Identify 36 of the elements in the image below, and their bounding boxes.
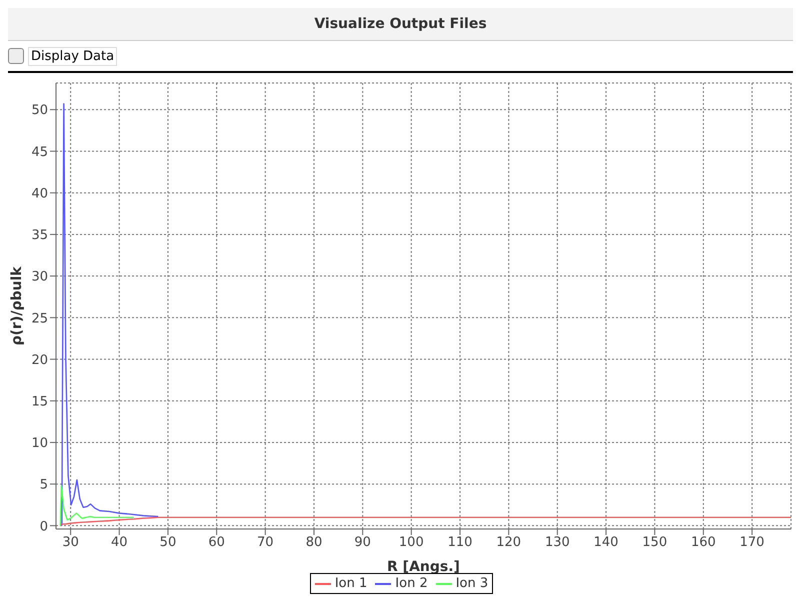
y-tick-label: 0 [40,519,48,534]
x-axis-title: R [Angs.] [387,559,460,575]
line-series [61,103,159,526]
x-tick-label: 90 [354,535,371,550]
y-tick-label: 45 [31,144,48,160]
x-tick-label: 170 [740,535,764,550]
x-tick-label: 160 [690,535,716,550]
y-tick-label: 40 [31,186,48,202]
text: Display Data [28,46,118,66]
y-tick-label: 15 [31,394,48,410]
y-tick-label: 30 [31,270,48,285]
chart-title: Visualize Output Files [8,8,793,41]
x-tick-label: 100 [398,535,424,550]
x-tick-label: 40 [111,535,128,550]
y-tick-label: 50 [31,103,48,118]
legend-label: Ion 2 [394,576,428,591]
x-tick-label: 50 [160,535,176,550]
legend-label: Ion 1 [334,576,368,591]
legend-label: Ion 3 [454,576,488,591]
y-tick-label: 10 [31,436,48,452]
x-tick-label: 110 [448,535,472,550]
x-tick-label: 30 [62,535,79,550]
x-tick-label: 60 [208,535,225,550]
x-tick-label: 150 [642,535,668,550]
y-tick-label: 5 [40,478,48,493]
y-tick-label: 20 [31,352,48,368]
line-series [60,485,135,526]
x-tick-label: 140 [594,535,618,550]
x-tick-label: 70 [257,535,274,550]
y-axis-title: ρ(r)/ρbulk [8,266,25,346]
y-tick-label: 35 [31,228,48,244]
x-tick-label: 80 [306,535,322,550]
x-tick-label: 120 [496,535,522,550]
x-tick-label: 130 [544,535,570,550]
y-tick-label: 25 [31,311,48,326]
line-series [60,516,791,525]
